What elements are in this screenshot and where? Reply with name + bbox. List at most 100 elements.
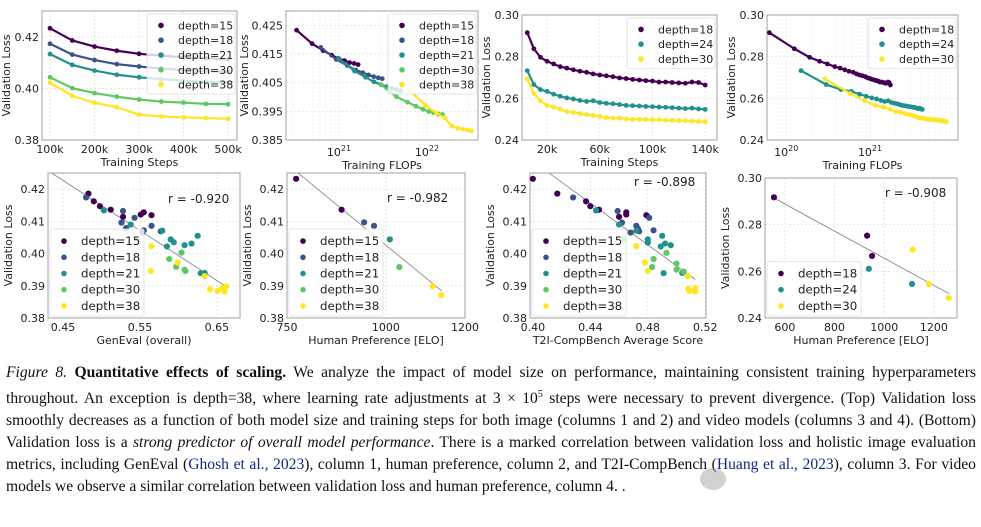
subplot-2: 1021 1022 0.385 0.395 0.405 0.415 0.425 Trainin… [238,10,479,172]
data-point [898,109,904,115]
y-tick-label: 0.385 [252,134,284,147]
scatter-point [925,280,933,288]
scatter-point [623,211,630,218]
data-point [455,125,461,131]
data-point [590,98,596,104]
scatter-point [909,246,916,253]
data-point [544,58,550,64]
citation-link-huang[interactable]: Huang et al., 2023 [716,456,834,474]
data-point [597,100,603,105]
scatter-point [650,227,657,234]
x-tick-label: 1200 [920,321,948,334]
y-axis-label: Validation Loss [2,204,15,286]
data-point [862,98,868,104]
subplot-3: 20k 60k 100k 140k 0.24 0.26 0.28 0.30 Training S… [480,9,719,169]
y-tick-label: 0.39 [21,280,46,293]
legend-label: depth=18 [419,34,474,47]
data-point [136,64,142,69]
citation-link-ghosh[interactable]: Ghosh et al., 2023 [188,456,305,474]
data-point [636,103,642,109]
legend-marker [158,81,164,88]
scatter-point [148,243,155,250]
scatter-point [633,243,640,250]
axes-frame [764,177,958,319]
legend: depth=15 depth=18 depth=21 depth=30 depth=38 [288,228,384,317]
scatter-point [131,214,138,221]
data-point [825,61,830,67]
legend-marker [300,254,306,261]
data-point [469,128,474,134]
axes-frame [529,172,707,319]
data-point [689,118,695,124]
legend-marker [300,303,306,309]
y-tick-label: 0.28 [738,219,763,232]
data-point [696,80,701,85]
data-point [636,116,642,122]
legend-box [49,228,145,317]
legend-label: depth=38 [320,299,379,313]
data-point [791,46,797,52]
scatter-point [650,255,657,263]
legend: depth=18 depth=24 depth=30 [766,260,862,317]
legend-label: depth=18 [320,250,379,264]
data-point [538,54,543,60]
scatter-point [96,203,104,210]
data-point [807,54,812,60]
legend-box [766,260,862,317]
data-point [136,97,142,102]
data-point [69,85,75,91]
legend-marker [61,303,67,309]
data-point [47,41,53,47]
legend-marker [543,238,549,244]
legend-label: depth=21 [81,267,140,281]
x-tick-label: 20k [537,143,558,156]
y-axis-label: Validation Loss [0,34,13,116]
data-point [363,74,368,80]
data-point [878,98,884,103]
scatter-point [181,242,188,249]
y-axis-label: Validation Loss [241,204,254,286]
legend: depth=18 depth=24 depth=30 [626,17,716,69]
data-point [158,114,164,119]
x-tick-label: 60k [590,143,611,156]
scaling-figure: 100k 200k 300k 400k 500k0.380.400.42Training… [0,9,959,347]
scatter-point [148,212,155,219]
legend-marker [879,26,885,33]
data-point [203,115,209,121]
data-point [557,106,563,112]
data-point [656,79,662,85]
legend-marker [399,52,405,58]
data-point [570,109,576,115]
x-tick-label: 0.48 [636,321,661,334]
data-point [92,90,97,96]
data-point [682,118,688,124]
correlation-annotation: r = -0.908 [885,186,946,200]
data-point [842,67,848,73]
data-point [643,117,649,122]
data-point [434,110,439,116]
data-point [69,62,75,68]
legend-marker [399,22,405,29]
scatter-point [614,207,621,215]
y-axis-label: Validation Loss [725,36,738,118]
legend-marker [778,286,784,293]
y-tick-label: 0.28 [495,51,520,64]
figure-caption: Figure 8. Quantitative effects of scalin… [6,362,976,498]
x-axis-label: Training Steps [580,156,659,169]
data-point [423,102,428,108]
y-tick-label: 0.28 [740,51,765,64]
data-point [610,115,616,121]
data-point [531,46,537,52]
legend-label: depth=18 [658,23,713,36]
scatter-point [659,232,666,239]
x-tick-label: 400k [170,143,198,156]
data-point [943,119,949,125]
scatter-point [673,260,680,267]
scatter-point [118,219,125,226]
legend-label: depth=18 [81,250,140,264]
scatter-point [119,207,127,215]
legend-label: depth=21 [320,267,379,281]
scatter-point [174,259,181,266]
legend-label: depth=18 [178,34,233,47]
data-point [551,91,557,97]
